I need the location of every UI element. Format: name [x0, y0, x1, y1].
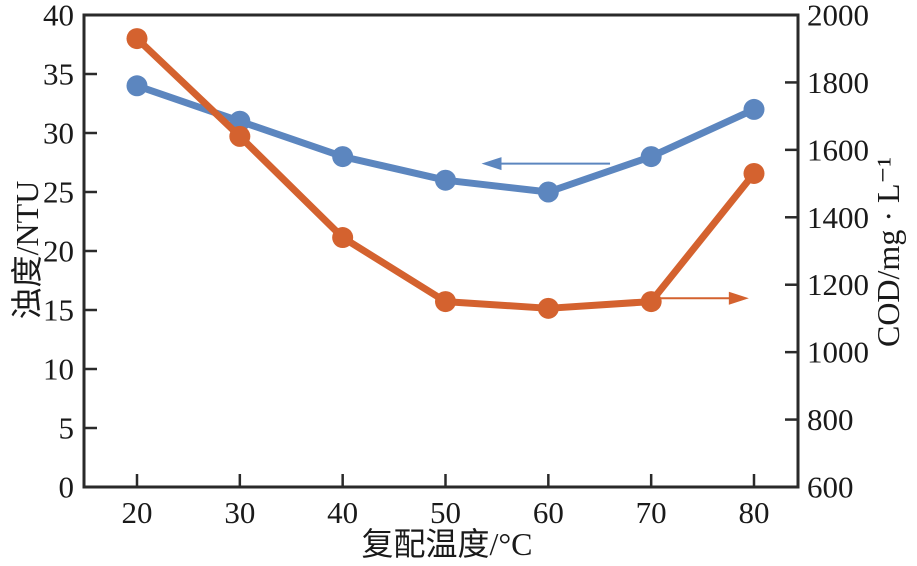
x-tick-label: 20	[122, 495, 153, 530]
y-right-tick-label: 800	[807, 402, 854, 437]
y-right-tick-label: 600	[807, 470, 854, 505]
x-tick-label: 50	[430, 495, 461, 530]
turbidity-data-point	[640, 146, 662, 168]
cod-data-point	[640, 291, 662, 313]
x-tick-label: 40	[327, 495, 358, 530]
y-right-tick-label: 2000	[807, 0, 869, 33]
y-left-tick-label: 30	[43, 116, 74, 151]
turbidity-data-point	[435, 169, 456, 191]
y-right-tick-label: 1600	[807, 132, 869, 167]
y-right-tick-label: 1000	[807, 335, 869, 370]
x-tick-label: 70	[636, 495, 667, 530]
left-axis-title: 浊度/NTU	[9, 180, 45, 320]
right-axis-title: COD/mg · L⁻¹	[870, 156, 906, 348]
y-left-tick-label: 25	[43, 175, 74, 210]
x-tick-label: 30	[224, 495, 255, 530]
x-tick-label: 60	[533, 495, 564, 530]
y-left-tick-label: 0	[59, 470, 75, 505]
y-left-tick-label: 40	[43, 0, 74, 33]
y-left-tick-label: 10	[43, 352, 74, 387]
cod-data-point	[332, 227, 354, 249]
y-left-tick-label: 35	[43, 57, 74, 92]
y-right-tick-label: 1400	[807, 200, 869, 235]
cod-data-point	[229, 125, 251, 147]
y-right-tick-label: 1200	[807, 267, 869, 302]
turbidity-data-point	[743, 98, 765, 120]
turbidity-axis-arrow-head	[481, 157, 502, 171]
cod-data-point	[743, 162, 765, 184]
y-left-tick-label: 5	[59, 411, 75, 446]
cod-axis-arrow-head	[728, 291, 749, 305]
x-axis-title: 复配温度/°C	[361, 526, 533, 562]
turbidity-data-point	[537, 181, 559, 203]
cod-data-point	[435, 291, 456, 313]
y-left-tick-label: 15	[43, 293, 74, 328]
turbidity-data-point	[332, 146, 354, 168]
y-right-tick-label: 1800	[807, 65, 869, 100]
cod-data-point	[537, 297, 559, 319]
cod-data-point	[126, 28, 148, 50]
x-tick-label: 80	[739, 495, 770, 530]
turbidity-data-point	[126, 75, 148, 97]
turbidity-data-point	[229, 110, 251, 132]
y-left-tick-label: 20	[43, 234, 74, 269]
